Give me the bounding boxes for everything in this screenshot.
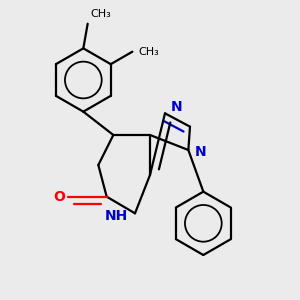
Text: O: O bbox=[53, 190, 65, 204]
Text: NH: NH bbox=[105, 209, 128, 223]
Text: N: N bbox=[171, 100, 182, 114]
Text: CH₃: CH₃ bbox=[90, 9, 111, 19]
Text: CH₃: CH₃ bbox=[138, 47, 159, 57]
Text: N: N bbox=[195, 145, 207, 159]
